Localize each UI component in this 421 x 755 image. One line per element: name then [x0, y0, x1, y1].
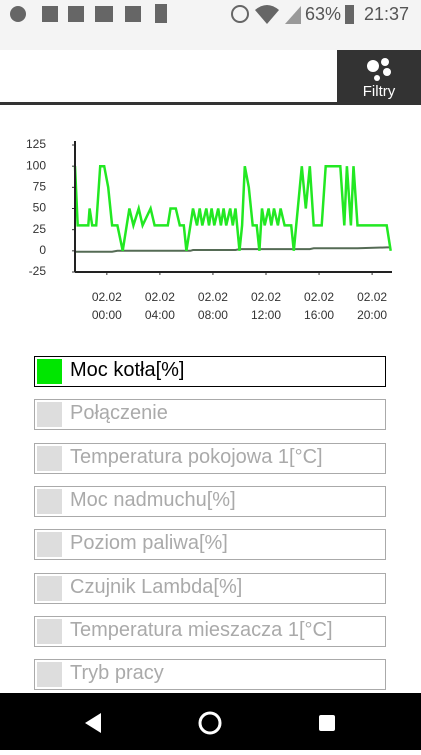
filter-icon [367, 58, 391, 81]
filter-item[interactable]: Czujnik Lambda[%] [34, 572, 386, 604]
filter-label: Moc nadmuchu[%] [70, 488, 236, 511]
filter-button[interactable]: Filtry [337, 50, 421, 102]
filter-swatch [37, 402, 62, 428]
nav-icons [85, 711, 335, 735]
filter-swatch [37, 488, 62, 514]
notification-icons [10, 4, 167, 23]
x-tick-label: 02.02 08:00 [197, 290, 228, 322]
y-tick-label: 100 [26, 158, 46, 172]
header: Filtry [0, 50, 421, 105]
back-button[interactable] [85, 713, 101, 733]
y-tick-label: 50 [33, 201, 47, 215]
y-tick-label: 0 [39, 243, 46, 257]
filter-label: Filtry [362, 83, 396, 100]
filter-swatch [37, 445, 62, 471]
x-tick-label: 02.02 12:00 [250, 290, 281, 322]
recents-button[interactable] [319, 715, 335, 731]
filter-swatch [37, 359, 62, 384]
filter-item[interactable]: Poziom paliwa[%] [34, 529, 386, 561]
x-tick-label: 02.02 04:00 [144, 290, 175, 322]
filter-label: Czujnik Lambda[%] [70, 575, 243, 598]
system-icons [231, 5, 301, 24]
y-tick-label: 125 [26, 137, 46, 151]
filter-swatch [37, 575, 62, 601]
series-line [75, 246, 391, 253]
x-tick-label: 02.02 20:00 [357, 290, 388, 322]
filter-label: Temperatura pokojowa 1[°C] [70, 445, 323, 468]
battery: 63% [305, 4, 342, 24]
filter-item[interactable]: Tryb pracy [34, 659, 386, 691]
filter-label: Poziom paliwa[%] [70, 532, 228, 555]
x-tick-label: 02.02 16:00 [304, 290, 335, 322]
x-tick-label: 02.02 00:00 [91, 290, 122, 322]
y-tick-label: 75 [33, 180, 47, 194]
navigation-bar [0, 693, 421, 750]
status-bar: 63% 21:37 [0, 0, 421, 50]
series-line [73, 164, 392, 252]
battery-icon [345, 5, 354, 24]
filter-label: Tryb pracy [70, 662, 164, 685]
filter-swatch [37, 662, 62, 688]
filter-item[interactable]: Temperatura pokojowa 1[°C] [34, 442, 386, 474]
filter-swatch [37, 532, 62, 558]
y-tick-label: 25 [33, 222, 47, 236]
clock: 21:37 [364, 4, 410, 24]
filter-label: Temperatura mieszacza 1[°C] [70, 618, 333, 641]
home-button[interactable] [198, 711, 222, 735]
filter-item[interactable]: Moc nadmuchu[%] [34, 485, 386, 517]
y-tick-label: -25 [29, 264, 47, 278]
filter-swatch [37, 618, 62, 644]
chart-area: -25 0 25 50 75 100 125 02.02 00:00 02.02 04:00 0… [0, 120, 421, 340]
filter-item[interactable]: Moc kotła[%] [34, 356, 386, 387]
filter-item[interactable]: Połączenie [34, 399, 386, 431]
filter-item[interactable]: Temperatura mieszacza 1[°C] [34, 615, 386, 647]
filter-label: Moc kotła[%] [70, 359, 185, 381]
filter-label: Połączenie [70, 402, 168, 425]
chart: -25 0 25 50 75 100 125 [26, 137, 392, 278]
